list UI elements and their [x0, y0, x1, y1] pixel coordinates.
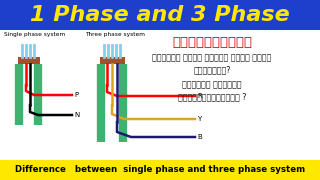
- Bar: [100, 57, 125, 64]
- Text: B: B: [197, 134, 202, 140]
- Text: ಕಂనడదలి్లి: ಕಂనడదలి్లి: [172, 35, 252, 48]
- Text: Single phase system: Single phase system: [4, 32, 65, 37]
- Bar: [0, 0, 320, 30]
- Text: Difference   between  single phase and three phase system: Difference between single phase and thre…: [15, 165, 305, 174]
- Text: R: R: [197, 93, 202, 99]
- Text: ఇవెరడర నడువిన: ఇవెరడర నడువిన: [182, 80, 242, 89]
- Text: వ్యత్యాసగళేను ?: వ్యత్యాసగళేను ?: [178, 93, 246, 102]
- Text: సింగల్ ఫేస్ మత్తు త్రీ ఫేస్: సింగల్ ఫేస్ మత్తు త్రీ ఫేస్: [152, 53, 272, 62]
- Bar: [0, 30, 320, 160]
- Text: Three phase system: Three phase system: [85, 32, 145, 37]
- Text: ఎందరేను?: ఎందరేను?: [193, 66, 231, 75]
- Text: P: P: [74, 92, 78, 98]
- Bar: [18, 57, 40, 64]
- Text: N: N: [74, 112, 79, 118]
- Bar: [0, 160, 320, 180]
- Text: 1 Phase and 3 Phase: 1 Phase and 3 Phase: [30, 5, 290, 25]
- Text: Y: Y: [197, 116, 201, 122]
